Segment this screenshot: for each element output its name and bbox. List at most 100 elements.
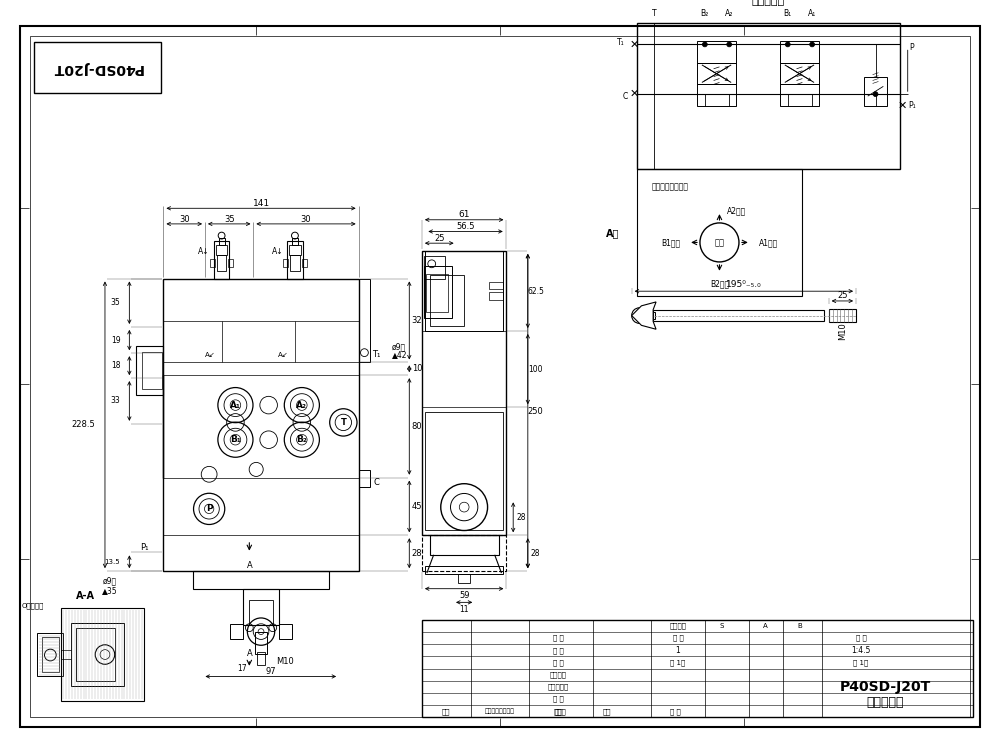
- Text: B₁: B₁: [230, 435, 241, 444]
- Polygon shape: [632, 302, 656, 329]
- Text: T₁: T₁: [372, 350, 380, 359]
- Bar: [425, 251, 503, 331]
- Text: P: P: [909, 43, 914, 52]
- Text: T₁: T₁: [617, 38, 625, 47]
- Text: 80: 80: [412, 422, 422, 431]
- Bar: [76, 628, 115, 681]
- Bar: [230, 624, 243, 639]
- Text: A₂: A₂: [296, 401, 307, 409]
- Text: A2出油: A2出油: [727, 207, 747, 215]
- Bar: [283, 259, 288, 267]
- Bar: [430, 275, 464, 326]
- Bar: [425, 566, 503, 574]
- Text: 13.5: 13.5: [104, 559, 120, 564]
- Text: A₁: A₁: [808, 9, 816, 18]
- Text: 制 图: 制 图: [553, 647, 564, 653]
- Text: 并列内容未经许可: 并列内容未经许可: [485, 709, 515, 714]
- Bar: [424, 256, 445, 279]
- Bar: [216, 245, 227, 255]
- Bar: [249, 600, 273, 625]
- Text: 标记: 标记: [442, 708, 451, 714]
- Bar: [489, 292, 503, 300]
- Text: 33: 33: [111, 396, 121, 406]
- Bar: [210, 259, 215, 267]
- Text: 工艺检查: 工艺检查: [550, 672, 567, 678]
- Text: 228.5: 228.5: [72, 420, 95, 429]
- Bar: [290, 255, 300, 270]
- Text: 59: 59: [459, 591, 469, 600]
- Text: 批 准: 批 准: [553, 696, 564, 703]
- Bar: [71, 623, 124, 686]
- Text: 250: 250: [528, 406, 544, 415]
- Text: 1: 1: [676, 646, 680, 655]
- Bar: [653, 309, 824, 321]
- Text: 第 1页: 第 1页: [853, 659, 869, 666]
- Text: B₂: B₂: [296, 435, 307, 444]
- Text: 比 例: 比 例: [856, 635, 866, 642]
- Text: B₁: B₁: [784, 9, 792, 18]
- Bar: [243, 589, 279, 625]
- Text: 28: 28: [531, 549, 540, 558]
- Bar: [42, 637, 59, 672]
- Text: 100: 100: [528, 365, 543, 373]
- Bar: [422, 535, 506, 571]
- Text: 30: 30: [301, 215, 311, 223]
- Bar: [780, 63, 819, 85]
- Text: A₁: A₁: [230, 401, 241, 409]
- Bar: [136, 346, 163, 395]
- Text: 共 1页: 共 1页: [670, 659, 686, 666]
- Text: A↙: A↙: [278, 351, 289, 358]
- Text: B1出油: B1出油: [661, 238, 680, 247]
- Text: 62.5: 62.5: [527, 287, 544, 295]
- Text: S: S: [719, 623, 724, 629]
- Bar: [292, 237, 298, 245]
- Bar: [697, 41, 736, 63]
- Text: 17: 17: [237, 664, 246, 673]
- Text: 28: 28: [412, 549, 422, 558]
- Bar: [163, 279, 359, 571]
- Text: T: T: [652, 9, 656, 18]
- Text: 45: 45: [412, 502, 422, 511]
- Text: P40SD-J20T: P40SD-J20T: [840, 680, 931, 694]
- Bar: [279, 624, 292, 639]
- Text: O形密封圈: O形密封圈: [22, 602, 44, 609]
- Text: 61: 61: [458, 210, 470, 219]
- Bar: [430, 535, 499, 555]
- Bar: [359, 279, 370, 362]
- Text: A1出油: A1出油: [759, 238, 778, 247]
- Bar: [697, 85, 736, 106]
- Text: ▲42: ▲42: [392, 350, 407, 359]
- Text: ✕: ✕: [630, 40, 639, 49]
- Circle shape: [632, 308, 647, 323]
- Text: 手柄: 手柄: [714, 238, 724, 247]
- Text: 25: 25: [434, 234, 445, 243]
- Bar: [489, 282, 503, 290]
- Text: A: A: [246, 561, 252, 570]
- Text: A: A: [763, 623, 768, 629]
- Text: P40SD-J20T: P40SD-J20T: [52, 61, 143, 75]
- Text: A₂: A₂: [725, 9, 733, 18]
- Bar: [425, 412, 503, 531]
- Bar: [780, 41, 819, 63]
- Text: 审 核: 审 核: [553, 659, 564, 666]
- Text: 10: 10: [412, 365, 422, 373]
- Text: B: B: [797, 623, 802, 629]
- Text: 35: 35: [111, 298, 121, 307]
- Text: 标准化检查: 标准化检查: [548, 684, 569, 690]
- Text: M10: M10: [277, 657, 294, 667]
- Circle shape: [727, 42, 732, 47]
- Bar: [61, 608, 144, 701]
- Text: 19: 19: [111, 336, 121, 345]
- Text: 25: 25: [837, 290, 848, 300]
- Text: 141: 141: [252, 199, 270, 208]
- Text: M10: M10: [838, 323, 847, 340]
- Bar: [829, 309, 856, 323]
- Text: C: C: [373, 478, 379, 487]
- Text: 二联多路阀: 二联多路阀: [867, 696, 904, 709]
- Bar: [228, 259, 233, 267]
- Text: 56.5: 56.5: [456, 222, 475, 231]
- Text: 日期: 日期: [603, 708, 612, 714]
- Text: 30: 30: [179, 215, 190, 223]
- Text: 1:4.5: 1:4.5: [851, 646, 871, 655]
- Text: 标记: 标记: [554, 708, 563, 714]
